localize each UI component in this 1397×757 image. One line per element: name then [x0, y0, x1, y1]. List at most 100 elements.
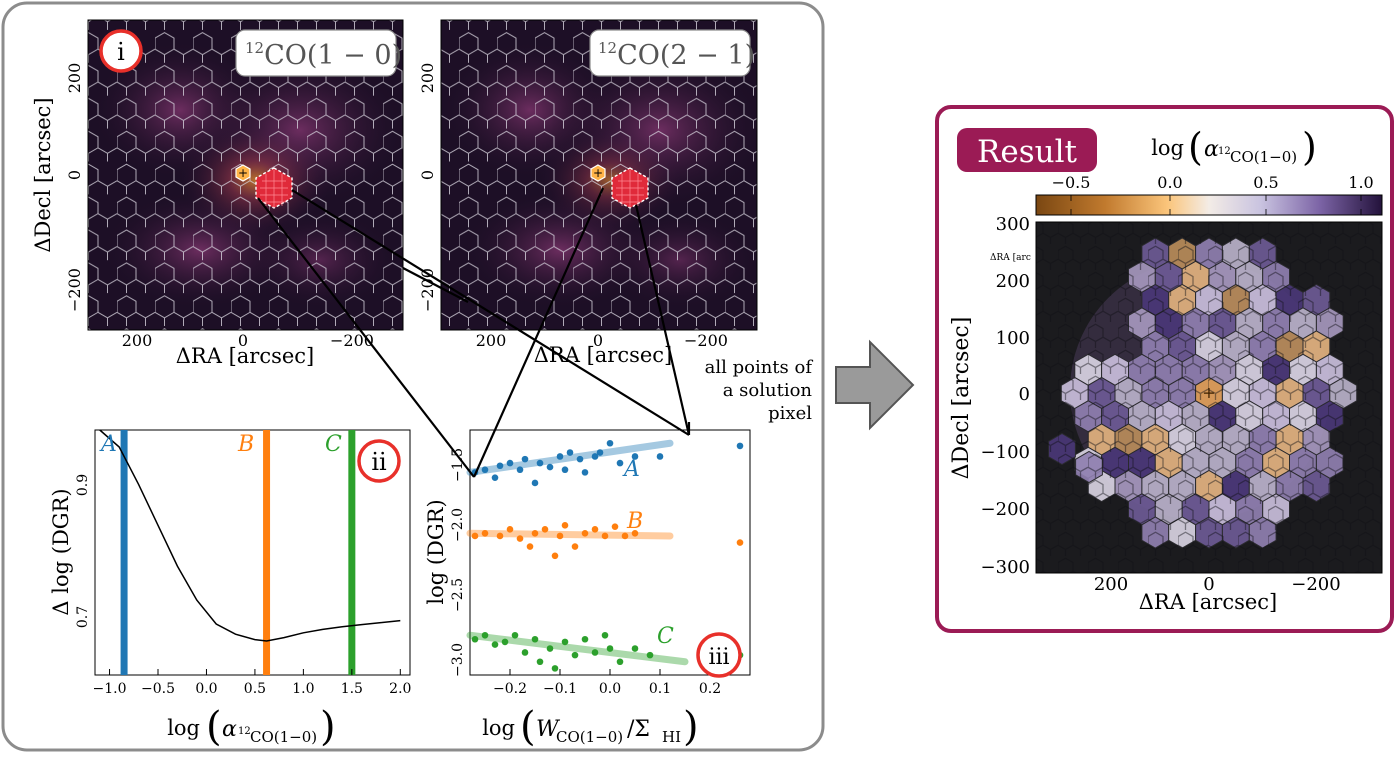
point-B — [531, 529, 539, 537]
svg-text:log: log — [1151, 136, 1184, 160]
x-tick-label: 0.0 — [599, 681, 621, 697]
x-tick-label: 1.0 — [292, 681, 314, 697]
svg-text:+: + — [1202, 383, 1215, 402]
badge-iii-circle — [696, 632, 742, 678]
point-A — [521, 455, 529, 463]
dgr-curve-ylabel: Δ log (DGR) — [49, 488, 73, 615]
dgr-curve-xlabel: log ( α 12 CO(1−0) ) — [167, 704, 335, 750]
co10-ylabel: ΔDecl [arcsec] — [31, 97, 55, 252]
result-title-box — [957, 128, 1097, 172]
fit-line-A — [466, 439, 674, 476]
result-map: + — [1035, 221, 1383, 574]
point-A — [736, 442, 744, 450]
point-C — [591, 649, 599, 656]
connector-lines — [257, 187, 691, 478]
point-A — [566, 449, 574, 456]
svg-text:all points of: all points of — [705, 357, 814, 378]
svg-text:−200: −200 — [330, 331, 374, 350]
point-A — [631, 453, 639, 460]
point-B — [506, 526, 514, 533]
result-xlabel: ΔRA [arcsec] — [1139, 590, 1278, 614]
point-B — [516, 535, 524, 542]
svg-text:0: 0 — [238, 331, 248, 350]
svg-text:(: ( — [520, 704, 536, 750]
svg-text:−300: −300 — [981, 557, 1030, 578]
co10-x-axis: 200 0 −200 — [122, 331, 374, 350]
dgr-scatter-yticks: −1.5 −2.0 −2.5 −3.0 — [450, 448, 466, 677]
x-tick-label: 1.5 — [341, 681, 363, 697]
point-B — [581, 529, 589, 537]
svg-text:−200: −200 — [1291, 574, 1340, 595]
co21-map-panel: + — [440, 19, 758, 331]
svg-text:0.5: 0.5 — [1253, 173, 1278, 192]
svg-text:0: 0 — [1019, 384, 1030, 405]
point-C — [601, 631, 609, 639]
point-C — [646, 651, 654, 659]
point-B — [541, 526, 549, 533]
svg-text:200: 200 — [418, 63, 437, 94]
svg-text:A: A — [622, 457, 640, 482]
svg-text:−200: −200 — [684, 331, 728, 350]
point-A — [581, 469, 589, 476]
svg-text:0: 0 — [418, 170, 437, 180]
point-A — [516, 466, 524, 474]
result-title: Result — [977, 134, 1077, 170]
point-A — [536, 459, 544, 467]
svg-text:−200: −200 — [65, 268, 84, 312]
svg-text:0.7: 0.7 — [75, 606, 91, 628]
x-tick-label: 0.1 — [649, 681, 671, 697]
dgr-scatter-xlabel: log ( W CO(1−0) /Σ HI ) — [482, 704, 698, 750]
point-A — [491, 474, 499, 481]
svg-text:0: 0 — [1203, 574, 1214, 595]
annotation-text: all points of a solution pixel — [705, 357, 814, 424]
point-C — [561, 638, 569, 646]
point-C — [571, 651, 579, 659]
svg-text:200: 200 — [65, 63, 84, 94]
svg-text:200: 200 — [996, 271, 1030, 292]
svg-text:−200: −200 — [981, 499, 1030, 520]
point-C — [631, 645, 639, 652]
point-B — [526, 543, 534, 550]
point-C — [481, 631, 489, 639]
marker-C — [348, 430, 356, 675]
point-A — [561, 466, 569, 474]
svg-text:): ) — [1302, 125, 1317, 169]
x-tick-label: 0.5 — [244, 681, 266, 697]
point-A — [656, 453, 664, 460]
svg-text:1.0: 1.0 — [1348, 173, 1373, 192]
svg-text:α: α — [1204, 137, 1219, 162]
svg-text:CO(1−0): CO(1−0) — [250, 728, 317, 746]
co10-xlabel: ΔRA [arcsec] — [176, 344, 315, 368]
svg-text:200: 200 — [122, 331, 153, 350]
dgr-curve-yticks: 0.9 0.7 — [75, 474, 91, 628]
point-C — [491, 641, 499, 648]
point-A — [506, 459, 514, 467]
workflow-frame — [1, 1, 825, 752]
svg-text:+: + — [593, 166, 603, 180]
svg-text:C: C — [325, 432, 342, 457]
point-B — [471, 532, 479, 540]
point-C — [551, 665, 559, 672]
svg-text:HI: HI — [662, 728, 681, 746]
dgr-curve-panel: −1.0 −0.5 0.0 0.5 1.0 1.5 2.0 — [93, 429, 411, 697]
point-C — [616, 658, 624, 666]
point-B — [571, 543, 579, 550]
badge-iii-label: iii — [708, 645, 729, 670]
dgr-scatter-panel: −0.2 −0.1 0.0 0.1 0.2 — [466, 429, 751, 697]
svg-text:12: 12 — [238, 726, 251, 737]
svg-text:W: W — [536, 717, 561, 742]
svg-text:B: B — [626, 509, 643, 534]
point-A — [606, 439, 614, 447]
result-x-axis: 200 0 −200 — [1094, 574, 1341, 595]
svg-text:CO(1−0): CO(1−0) — [1230, 148, 1297, 166]
svg-text:300: 300 — [996, 214, 1030, 235]
point-C — [531, 635, 539, 643]
svg-text:200: 200 — [476, 331, 507, 350]
x-tick-label: 2.0 — [389, 681, 411, 697]
x-tick-label: −0.2 — [493, 681, 527, 697]
svg-text:A: A — [99, 432, 117, 457]
badge-i-circle — [99, 29, 143, 73]
point-B — [736, 539, 744, 546]
point-A — [556, 453, 564, 460]
